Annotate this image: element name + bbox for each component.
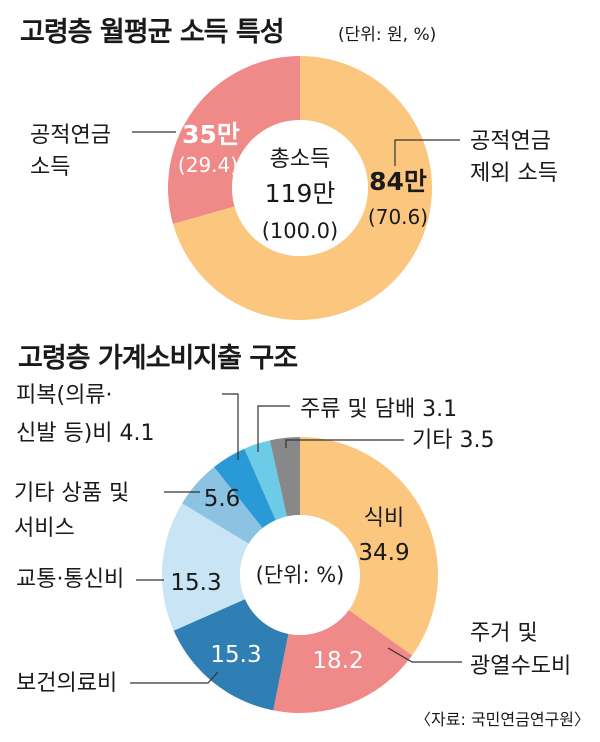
income-center-label-2: 119만 xyxy=(265,179,336,208)
legend-other-income-2: 제외 소득 xyxy=(470,161,558,186)
leader-line-health xyxy=(130,671,219,684)
label-etc: 기타 3.5 xyxy=(412,428,494,453)
source-note: 〈자료: 국민연금연구원〉 xyxy=(415,710,590,729)
label-goods-1: 기타 상품 및 xyxy=(14,481,129,506)
slice-label-pension-percent: (29.4) xyxy=(178,153,238,177)
income-center-hole xyxy=(232,120,368,256)
slice-label-housing-value: 18.2 xyxy=(312,648,363,674)
spending-slice-1 xyxy=(273,609,413,714)
spending-slice-5 xyxy=(214,448,276,529)
slice-label-goods-value: 5.6 xyxy=(204,486,241,512)
legend-pension-income-2: 소득 xyxy=(30,155,70,180)
income-chart-unit: (단위: 원, %) xyxy=(338,25,437,45)
spending-slice-7 xyxy=(269,437,300,517)
income-center-label-1: 총소득 xyxy=(270,147,331,172)
leader-line-clothing xyxy=(222,393,239,460)
spending-center-hole xyxy=(240,515,360,635)
label-transport: 교통·통신비 xyxy=(16,567,124,592)
slice-label-food-value: 34.9 xyxy=(358,540,409,566)
label-goods-2: 서비스 xyxy=(14,516,75,541)
label-health: 보건의료비 xyxy=(16,671,117,696)
income-donut xyxy=(168,56,433,320)
spending-center-label: (단위: %) xyxy=(256,563,345,587)
leader-line-etc xyxy=(285,439,404,448)
income-slice-1 xyxy=(173,56,433,320)
slice-label-pension-amount: 35만 xyxy=(182,120,240,149)
leader-line-alcohol xyxy=(257,405,290,452)
spending-slice-6 xyxy=(244,440,287,521)
income-chart-title: 고령층 월평균 소득 특성 xyxy=(20,17,285,48)
label-housing-2: 광열수도비 xyxy=(470,654,571,679)
income-slice-0 xyxy=(168,56,300,225)
spending-donut xyxy=(162,437,439,714)
slice-label-health-value: 15.3 xyxy=(210,642,261,668)
slice-label-food-name: 식비 xyxy=(364,506,404,531)
slice-label-other-percent: (70.6) xyxy=(368,205,428,229)
spending-slice-3 xyxy=(162,503,249,631)
label-clothing-1: 피복(의류· xyxy=(16,383,113,408)
leader-line-housing xyxy=(387,647,462,663)
spending-chart-title: 고령층 가계소비지출 구조 xyxy=(18,343,298,374)
spending-slice-0 xyxy=(300,437,439,656)
spending-slice-2 xyxy=(173,599,289,711)
slice-label-transport-value: 15.3 xyxy=(170,570,221,596)
legend-other-income-1: 공적연금 xyxy=(470,129,551,154)
label-housing-1: 주거 및 xyxy=(470,621,538,646)
spending-slice-4 xyxy=(182,467,263,544)
label-alcohol: 주류 및 담배 3.1 xyxy=(300,397,457,422)
slice-label-other-amount: 84만 xyxy=(369,167,427,196)
legend-pension-income-1: 공적연금 xyxy=(30,123,111,148)
label-clothing-2: 신발 등)비 4.1 xyxy=(16,421,155,446)
income-center-label-3: (100.0) xyxy=(262,219,339,243)
leader-line-other xyxy=(394,139,460,166)
